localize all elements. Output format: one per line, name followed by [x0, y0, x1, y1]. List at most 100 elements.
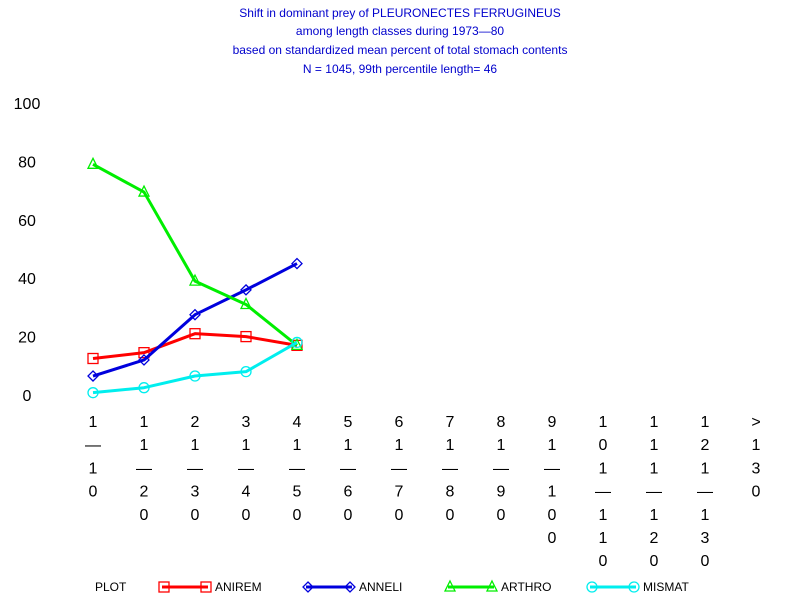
legend-label: ARTHRO — [501, 580, 551, 594]
legend-item-arthro: ARTHRO — [443, 579, 551, 594]
x-tick-char: 1 — [650, 507, 659, 524]
x-tick-char: — — [595, 484, 611, 501]
x-tick-char: 4 — [293, 414, 302, 431]
x-tick-char: — — [187, 460, 203, 477]
x-tick-label: 4 1 — 5 0 — [289, 414, 305, 524]
x-tick-char: — — [136, 460, 152, 477]
x-tick-char: 2 — [140, 484, 149, 501]
x-tick-char: 6 — [395, 414, 404, 431]
x-tick-char: 1 — [140, 414, 149, 431]
series-arthro — [86, 156, 304, 351]
data-point — [240, 330, 252, 343]
x-tick-label: 1 0 1 — 1 1 0 — [595, 414, 611, 570]
legend-label: MISMAT — [643, 580, 689, 594]
x-tick-char: 0 — [191, 507, 200, 524]
x-tick-char: 3 — [752, 460, 761, 477]
data-point — [137, 184, 151, 197]
x-tick-char: 3 — [191, 484, 200, 501]
x-tick-char: 1 — [395, 437, 404, 454]
series-anirem — [87, 328, 303, 365]
y-tick-label: 100 — [14, 96, 41, 113]
x-tick-char: 1 — [701, 507, 710, 524]
x-tick-char: — — [697, 484, 713, 501]
data-point — [239, 297, 253, 310]
data-point — [240, 365, 252, 378]
y-tick-label: 80 — [18, 154, 36, 171]
x-tick-label: 1 1 1 — 1 2 0 — [646, 414, 662, 570]
x-tick-char: 4 — [242, 484, 251, 501]
x-tick-char: 1 — [650, 437, 659, 454]
series-anneli — [87, 257, 303, 382]
x-tick-label: 8 1 — 9 0 — [493, 414, 509, 524]
x-tick-char: 0 — [599, 437, 608, 454]
x-tick-char: 8 — [446, 484, 455, 501]
x-tick-char: 1 — [650, 460, 659, 477]
x-tick-label: 6 1 — 7 0 — [391, 414, 407, 524]
x-tick-char: 0 — [140, 507, 149, 524]
x-tick-char: 0 — [599, 553, 608, 570]
x-tick-char: 1 — [701, 414, 710, 431]
x-tick-label: 9 1 — 1 0 0 — [544, 414, 560, 547]
x-tick-char: 0 — [497, 507, 506, 524]
legend-item-anneli: ANNELI — [302, 580, 402, 594]
x-tick-char: — — [238, 460, 254, 477]
x-axis: 1—1011—2021—3031—4041—5051—6061—7071—808… — [85, 414, 761, 570]
x-tick-char: 1 — [446, 437, 455, 454]
x-tick-char: 7 — [395, 484, 404, 501]
x-tick-char: 1 — [89, 460, 98, 477]
series-line — [92, 262, 298, 378]
data-point — [200, 581, 212, 593]
x-tick-char: 0 — [548, 530, 557, 547]
series-mismat — [87, 336, 303, 399]
x-tick-char: 0 — [293, 507, 302, 524]
x-tick-char: 1 — [599, 530, 608, 547]
x-tick-label: 1 2 1 — 1 3 0 — [697, 414, 713, 570]
data-point — [485, 579, 499, 592]
data-point — [87, 370, 99, 382]
x-tick-char: — — [493, 460, 509, 477]
data-point — [189, 328, 201, 340]
x-tick-char: 2 — [650, 530, 659, 547]
data-point — [628, 581, 640, 593]
data-point — [138, 354, 150, 366]
y-tick-label: 40 — [18, 271, 36, 288]
x-tick-char: — — [544, 460, 560, 477]
data-point — [87, 352, 99, 365]
data-point — [138, 347, 150, 359]
x-tick-char: 0 — [446, 507, 455, 524]
data-point — [344, 581, 356, 593]
x-tick-char: 0 — [548, 507, 557, 524]
data-point — [138, 382, 150, 394]
x-tick-char: 1 — [599, 414, 608, 431]
x-tick-char: 1 — [242, 437, 251, 454]
data-point — [189, 370, 201, 382]
chart-title: Shift in dominant prey of PLEURONECTES F… — [233, 6, 568, 76]
x-tick-label: >1 3 0 — [751, 414, 760, 501]
x-tick-char: 3 — [701, 530, 710, 547]
data-point — [302, 581, 314, 593]
legend-item-mismat: MISMAT — [586, 580, 689, 594]
x-tick-label: 1 — 1 0 — [85, 414, 101, 501]
x-tick-char: 0 — [701, 553, 710, 570]
x-tick-label: 5 1 — 6 0 — [340, 414, 356, 524]
x-tick-char: 1 — [344, 437, 353, 454]
y-tick-label: 0 — [23, 388, 32, 405]
x-tick-char: 0 — [242, 507, 251, 524]
title-line-2: among length classes during 1973—80 — [296, 24, 504, 38]
legend-prefix: PLOT — [95, 580, 127, 594]
x-tick-char: 1 — [701, 460, 710, 477]
x-tick-char: — — [646, 484, 662, 501]
data-point — [291, 336, 303, 349]
series-layer — [86, 156, 304, 399]
x-tick-label: 2 1 — 3 0 — [187, 414, 203, 524]
x-tick-char: — — [442, 460, 458, 477]
x-tick-label: 1 1 — 2 0 — [136, 414, 152, 524]
x-tick-char: 2 — [191, 414, 200, 431]
x-tick-char: > — [751, 414, 760, 431]
x-tick-char: 0 — [752, 484, 761, 501]
series-line — [92, 341, 298, 395]
x-tick-char: 9 — [548, 414, 557, 431]
data-point — [291, 257, 303, 270]
data-point — [443, 579, 457, 592]
